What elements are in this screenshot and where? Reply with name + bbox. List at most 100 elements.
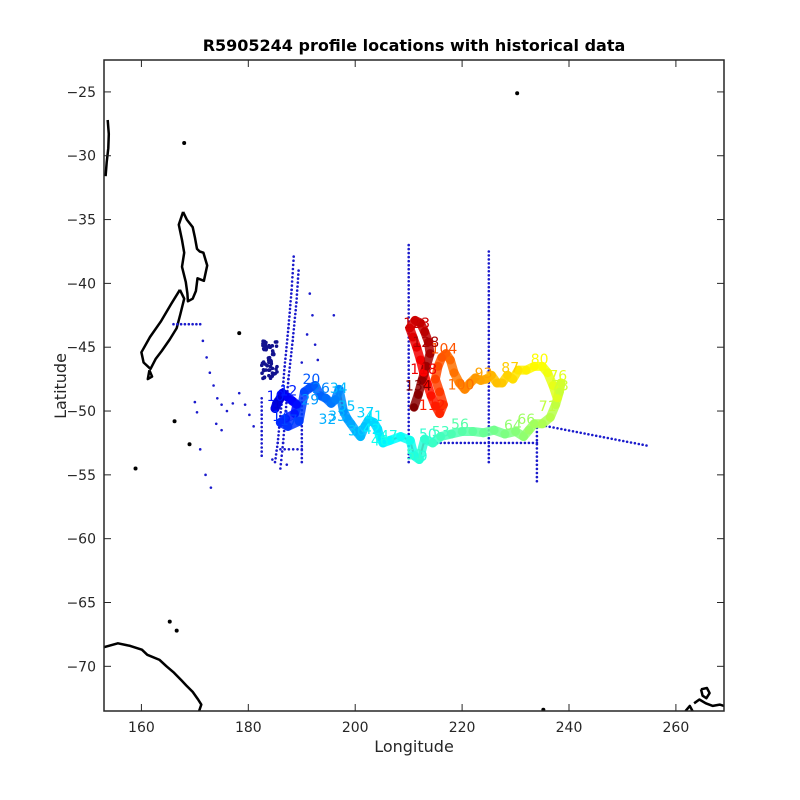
trajectory-point-88 <box>405 324 414 333</box>
historical-point-2-7 <box>407 271 411 275</box>
historical-cluster-45 <box>259 363 264 368</box>
profile-label-31: 100 <box>448 377 475 393</box>
profile-label-18: 49 <box>410 449 428 465</box>
trajectory-point-68 <box>471 373 480 382</box>
profile-label-24: 66 <box>517 412 535 428</box>
profile-label-9: 33 <box>328 409 346 425</box>
historical-point-5-24 <box>625 440 629 444</box>
historical-point-2-11 <box>407 288 411 291</box>
historical-cluster-47 <box>261 339 265 343</box>
y-tick-label-8: −65 <box>66 596 96 612</box>
historical-point-9-5 <box>260 417 264 421</box>
historical-point-9-13 <box>260 450 264 453</box>
island-1 <box>182 140 187 145</box>
historical-point-2-36 <box>407 388 411 392</box>
historical-scatter-8 <box>237 391 241 395</box>
historical-point-2-35 <box>407 384 411 388</box>
historical-point-3-3 <box>487 262 491 265</box>
historical-point-1-46 <box>282 433 286 437</box>
historical-point-0-32 <box>283 368 286 372</box>
historical-point-1-11 <box>294 308 298 312</box>
profile-label-15: 42 <box>363 422 381 438</box>
trajectory-point-18 <box>331 395 340 404</box>
historical-point-3-34 <box>487 385 491 388</box>
x-tick-label-5: 260 <box>663 720 690 736</box>
historical-point-1-33 <box>286 385 290 389</box>
historical-point-1-1 <box>297 273 300 276</box>
historical-point-5-20 <box>610 437 613 441</box>
trajectory-point-84 <box>419 368 428 377</box>
trajectory-point-30 <box>379 438 387 447</box>
historical-point-2-10 <box>407 284 411 287</box>
island-2 <box>133 466 138 471</box>
historical-point-1-50 <box>281 445 284 449</box>
historical-cluster-52 <box>260 371 264 376</box>
historical-point-7-10 <box>300 436 304 440</box>
historical-point-4-18 <box>495 441 499 445</box>
x-tick-label-0: 160 <box>128 720 155 736</box>
profile-label-37: 134 <box>405 379 432 395</box>
profile-label-6: 26 <box>312 381 330 397</box>
historical-point-2-46 <box>407 428 411 432</box>
historical-point-0-56 <box>274 453 278 456</box>
trajectory-point-47 <box>524 426 533 435</box>
historical-point-4-7 <box>451 441 455 445</box>
historical-point-0-6 <box>290 280 294 283</box>
historical-point-2-29 <box>407 360 411 363</box>
historical-point-2-16 <box>407 308 411 311</box>
trajectory-point-37 <box>428 438 437 447</box>
historical-point-1-4 <box>296 285 299 288</box>
historical-point-3-23 <box>487 341 491 345</box>
historical-point-9-11 <box>260 442 264 445</box>
historical-scatter-3 <box>212 384 215 387</box>
historical-point-3-20 <box>487 329 491 333</box>
historical-point-1-28 <box>288 370 291 373</box>
historical-point-0-10 <box>290 292 293 295</box>
historical-point-2-1 <box>407 247 411 251</box>
historical-point-1-52 <box>280 454 284 458</box>
historical-point-2-6 <box>407 267 411 271</box>
historical-point-1-54 <box>279 462 283 466</box>
historical-point-1-12 <box>294 312 297 316</box>
trajectory-point-22 <box>346 419 355 428</box>
historical-point-0-0 <box>292 255 296 258</box>
profile-label-22: 56 <box>451 417 469 433</box>
historical-point-3-39 <box>487 405 491 408</box>
plot-area: 1101214172026293233343536374142464749505… <box>66 59 725 736</box>
historical-point-1-24 <box>289 354 293 358</box>
historical-point-0-21 <box>286 330 290 334</box>
historical-cluster-53 <box>271 350 275 355</box>
historical-point-0-28 <box>284 357 287 361</box>
historical-point-5-10 <box>571 430 575 433</box>
historical-point-4-10 <box>463 441 467 445</box>
profile-label-32: 104 <box>431 342 458 358</box>
historical-point-4-9 <box>459 441 463 445</box>
historical-point-10-0 <box>279 448 282 451</box>
historical-point-8-7 <box>198 322 202 326</box>
historical-point-3-9 <box>487 285 491 289</box>
historical-point-0-51 <box>276 437 280 441</box>
historical-point-5-18 <box>602 436 606 439</box>
historical-point-2-13 <box>407 296 411 299</box>
trajectory-point-7 <box>290 409 299 418</box>
historical-point-6-14 <box>535 479 539 483</box>
historical-point-3-53 <box>487 460 491 464</box>
trajectory-point-76 <box>434 362 443 371</box>
historical-scatter-24 <box>204 473 207 477</box>
historical-point-1-22 <box>290 347 294 350</box>
trajectory-point-51 <box>551 400 560 409</box>
trajectory-point-59 <box>522 366 531 375</box>
trajectory-point-20 <box>339 407 348 416</box>
historical-point-2-3 <box>407 255 411 259</box>
historical-point-0-36 <box>281 384 285 387</box>
profile-label-2: 12 <box>279 384 297 400</box>
historical-point-3-47 <box>487 436 491 440</box>
trajectory-point-53 <box>556 378 565 387</box>
historical-point-2-33 <box>407 376 411 380</box>
historical-point-6-9 <box>535 459 539 463</box>
historical-point-3-36 <box>487 393 491 396</box>
historical-point-1-26 <box>288 362 292 366</box>
historical-point-3-28 <box>487 361 491 365</box>
coastline-4 <box>699 686 711 700</box>
historical-point-0-7 <box>290 284 294 287</box>
